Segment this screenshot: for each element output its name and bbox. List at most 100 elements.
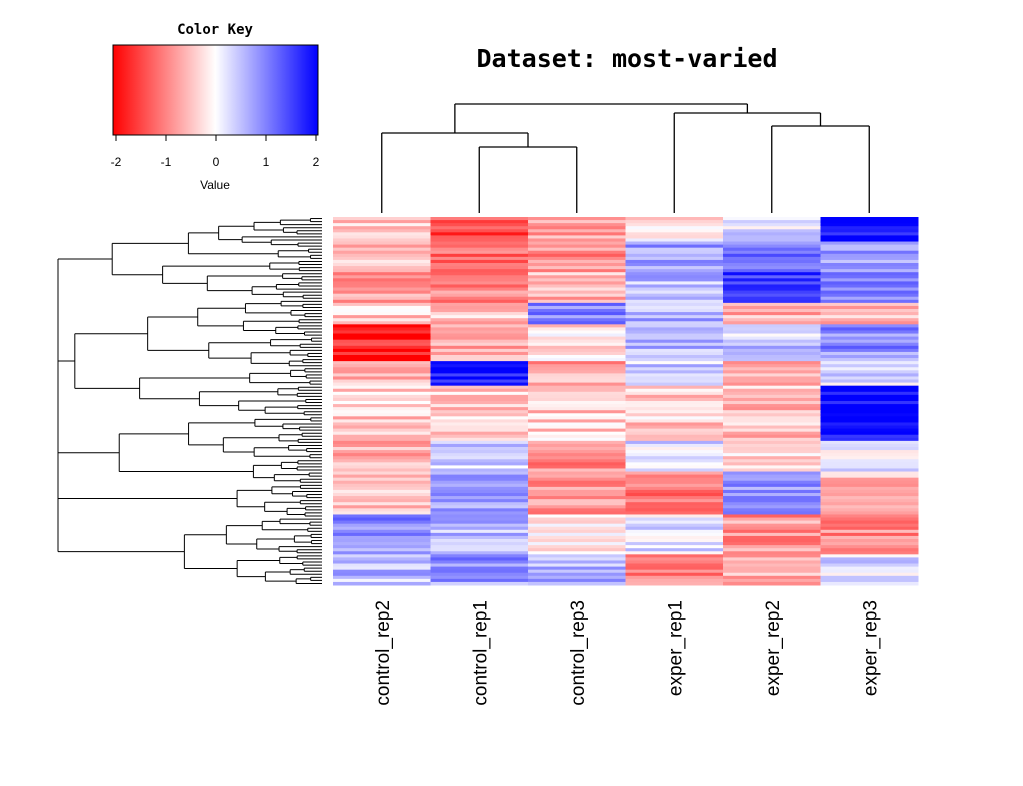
- heatmap-cell: [430, 336, 529, 341]
- heatmap-cell: [528, 453, 626, 457]
- heatmap-cell: [625, 483, 724, 488]
- heatmap-cell: [723, 382, 821, 387]
- heatmap-cell: [333, 502, 431, 506]
- heatmap-cell: [528, 388, 626, 393]
- heatmap-cell: [430, 290, 529, 295]
- heatmap-cell: [625, 474, 724, 479]
- heatmap-cell: [430, 443, 529, 448]
- heatmap-cell: [528, 266, 626, 270]
- heatmap-cell: [625, 382, 724, 387]
- heatmap-cell: [723, 532, 821, 537]
- heatmap-cell: [820, 394, 919, 399]
- heatmap-cell: [430, 422, 529, 427]
- heatmap-cell: [333, 410, 431, 414]
- heatmap-cell: [430, 232, 529, 236]
- heatmap-cell: [625, 388, 724, 393]
- heatmap-cell: [723, 220, 821, 224]
- heatmap-cell: [333, 235, 431, 239]
- heatmap-cell: [528, 545, 626, 549]
- heatmap-cell: [820, 401, 919, 405]
- heatmap-cell: [723, 266, 821, 270]
- heatmap-cell: [333, 493, 431, 497]
- heatmap-cell: [723, 447, 821, 451]
- heatmap-cell: [723, 330, 821, 335]
- heatmap-cell: [528, 238, 626, 243]
- heatmap-cell: [820, 253, 919, 258]
- heatmap-cell: [820, 557, 919, 561]
- heatmap-cell: [820, 551, 919, 555]
- heatmap-cell: [333, 373, 431, 377]
- heatmap-cell: [333, 443, 431, 448]
- heatmap-cell: [528, 355, 626, 359]
- heatmap-cell: [333, 238, 431, 243]
- heatmap-cell: [820, 443, 919, 448]
- chart-title: Dataset: most-varied: [476, 44, 777, 73]
- heatmap-cell: [820, 499, 919, 503]
- heatmap-cell: [430, 327, 529, 331]
- heatmap-cell: [625, 456, 724, 460]
- heatmap-cell: [430, 275, 529, 279]
- heatmap-cell: [723, 348, 821, 353]
- heatmap-cell: [333, 459, 431, 463]
- heatmap-cell: [333, 241, 431, 246]
- heatmap-cell: [430, 548, 529, 552]
- heatmap-cell: [723, 474, 821, 479]
- heatmap-cell: [625, 502, 724, 506]
- heatmap-cell: [430, 302, 529, 307]
- heatmap-cell: [625, 499, 724, 503]
- heatmap-cell: [430, 263, 529, 267]
- heatmap-cell: [625, 431, 724, 436]
- heatmap-cell: [723, 238, 821, 243]
- heatmap-cell: [625, 355, 724, 359]
- heatmap-cell: [820, 382, 919, 387]
- heatmap-cell: [528, 548, 626, 552]
- heatmap-cell: [625, 486, 724, 491]
- heatmap-cell: [723, 355, 821, 359]
- heatmap-cell: [430, 293, 529, 298]
- heatmap-cell: [333, 309, 431, 313]
- heatmap-cell: [820, 542, 919, 546]
- heatmap-cell: [528, 440, 626, 445]
- heatmap-cell: [625, 465, 724, 469]
- heatmap-cell: [723, 462, 821, 466]
- heatmap-cell: [430, 250, 529, 255]
- heatmap-cell: [820, 474, 919, 479]
- heatmap-cell: [723, 269, 821, 273]
- heatmap-cells: [333, 217, 919, 586]
- heatmap-cell: [528, 275, 626, 279]
- heatmap-cell: [820, 419, 919, 423]
- heatmap-cell: [625, 539, 724, 543]
- heatmap-cell: [333, 569, 431, 574]
- color-key: Color Key -2 -1 0 1 2 Value: [111, 22, 320, 192]
- heatmap-cell: [625, 404, 724, 408]
- heatmap-cell: [820, 385, 919, 390]
- heatmap-cell: [333, 272, 431, 276]
- heatmap-cell: [625, 581, 724, 586]
- heatmap-cell: [820, 302, 919, 307]
- heatmap-cell: [333, 526, 431, 531]
- heatmap-cell: [820, 351, 919, 356]
- heatmap-cell: [430, 566, 529, 571]
- heatmap-cell: [723, 275, 821, 279]
- heatmap-cell: [430, 465, 529, 469]
- heatmap-cell: [625, 572, 724, 577]
- heatmap-cell: [528, 217, 626, 221]
- heatmap-cell: [820, 226, 919, 230]
- heatmap-cell: [820, 342, 919, 347]
- heatmap-cell: [625, 302, 724, 307]
- heatmap-cell: [430, 220, 529, 224]
- heatmap-cell: [625, 447, 724, 451]
- heatmap-cell: [528, 333, 626, 338]
- heatmap-cell: [723, 450, 821, 454]
- heatmap-cell: [820, 339, 919, 344]
- heatmap-cell: [528, 312, 626, 316]
- heatmap-cell: [528, 419, 626, 423]
- heatmap-cell: [430, 259, 529, 264]
- heatmap-cell: [528, 520, 626, 525]
- heatmap-cell: [528, 321, 626, 325]
- heatmap-cell: [333, 480, 431, 485]
- heatmap-cell: [430, 342, 529, 347]
- heatmap-cell: [430, 318, 529, 322]
- heatmap-cell: [723, 370, 821, 374]
- heatmap-cell: [723, 425, 821, 430]
